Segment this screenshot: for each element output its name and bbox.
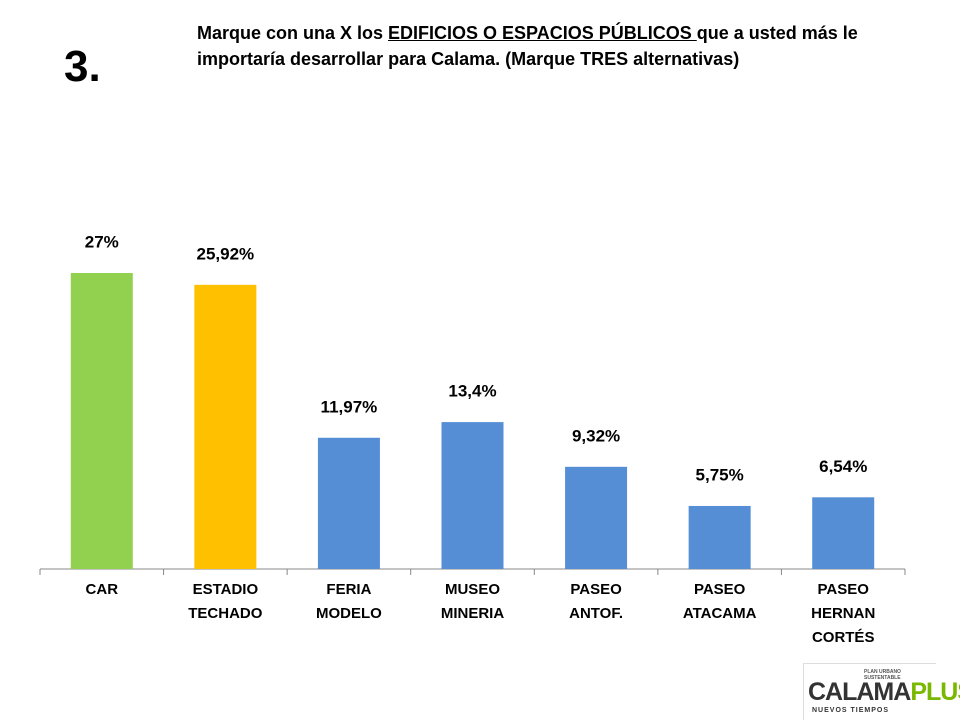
question-text: que a usted más le importaría desarrolla… xyxy=(197,23,858,69)
value-label: 11,97% xyxy=(321,397,378,416)
x-tick-label: PASEO HERNAN CORTÉS xyxy=(811,581,876,646)
logo-name-text: CALAMA xyxy=(808,678,911,706)
question-underlined: EDIFICIOS O ESPACIOS PÚBLICOS xyxy=(388,23,697,43)
bar xyxy=(70,273,133,569)
question: Marque con una X los EDIFICIOS O ESPACIO… xyxy=(197,20,877,72)
x-tick-label: ESTADIO TECHADO xyxy=(188,581,263,622)
value-label: 5,75% xyxy=(696,465,744,484)
logo-tagline: PLAN URBANO SUSTENTABLE xyxy=(864,669,901,681)
bar xyxy=(688,505,751,569)
bar xyxy=(812,497,875,569)
logo-motto: NUEVOS TIEMPOS xyxy=(812,707,890,714)
value-label: 25,92% xyxy=(197,244,255,263)
value-label: 9,32% xyxy=(572,426,620,445)
bar xyxy=(194,284,257,569)
logo: PLAN URBANO SUSTENTABLE CALAMAPLUS NUEVO… xyxy=(803,663,960,720)
value-label: 27% xyxy=(85,232,119,251)
question-text: Marque con una X los xyxy=(197,23,389,43)
value-label: 13,4% xyxy=(448,382,496,401)
x-tick-label: MUSEO MINERIA xyxy=(440,581,505,622)
bar xyxy=(317,437,380,569)
value-label: 6,54% xyxy=(819,457,867,476)
logo-plus: PLUS xyxy=(910,678,960,706)
logo-name: CALAMAPLUS xyxy=(808,678,960,707)
x-tick-label: FERIA MODELO xyxy=(316,581,382,622)
question-number: 3. xyxy=(64,42,101,91)
x-tick-label: CAR xyxy=(85,581,119,598)
bar xyxy=(565,466,628,569)
x-tick-label: PASEO ANTOF. xyxy=(569,581,624,622)
bar xyxy=(441,422,504,569)
x-tick-label: PASEO ATACAMA xyxy=(682,581,757,622)
